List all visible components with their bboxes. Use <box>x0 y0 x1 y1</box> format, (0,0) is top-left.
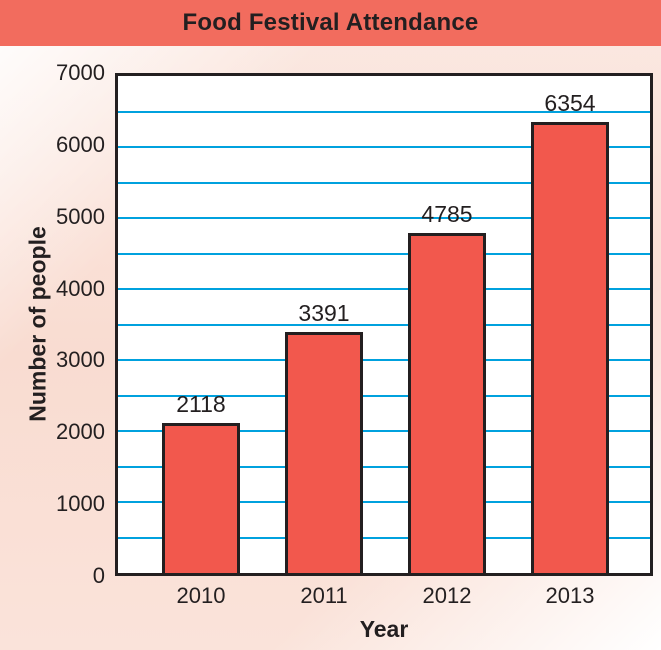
bar-2012 <box>408 233 486 573</box>
bar-2013 <box>531 121 609 573</box>
y-tick-label-3000: 3000 <box>56 347 105 373</box>
y-tick-label-1000: 1000 <box>56 491 105 517</box>
y-tick-label-6000: 6000 <box>56 131 105 157</box>
gridline-2000 <box>118 430 650 432</box>
y-axis-tick-labels: 0 1000 2000 3000 4000 5000 6000 7000 <box>0 61 105 588</box>
bar-2010 <box>162 422 240 573</box>
bar-value-label-2012: 4785 <box>421 201 473 228</box>
y-tick-label-5000: 5000 <box>56 203 105 229</box>
gridline-4000 <box>118 288 650 290</box>
x-tick-label-2013: 2013 <box>545 583 595 608</box>
y-tick-label-0: 0 <box>92 563 105 588</box>
gridline-3000 <box>118 359 650 361</box>
x-axis-tick-labels: 2010 2011 2012 2013 <box>115 583 653 609</box>
gridline-2500 <box>118 394 650 397</box>
x-axis-title: Year <box>359 616 409 642</box>
bar-value-label-2010: 2118 <box>176 390 226 417</box>
y-tick-label-2000: 2000 <box>56 419 105 445</box>
bar-value-label-2013: 6354 <box>544 89 596 116</box>
gridline-3500 <box>118 323 650 326</box>
gridline-1500 <box>118 465 650 468</box>
x-tick-label-2010: 2010 <box>176 583 226 608</box>
x-tick-label-2011: 2011 <box>300 583 348 608</box>
gridline-4500 <box>118 252 650 255</box>
gridline-1000 <box>118 501 650 503</box>
gridline-500 <box>118 536 650 539</box>
bar-value-label-2011: 3391 <box>298 300 350 327</box>
gridline-5500 <box>118 181 650 184</box>
plot-area: 2118 3391 4785 6354 <box>115 73 653 576</box>
chart-title-banner: Food Festival Attendance <box>0 0 661 46</box>
chart-title: Food Festival Attendance <box>182 9 479 36</box>
gridline-5000 <box>118 217 650 219</box>
gridline-6500 <box>118 110 650 113</box>
y-tick-label-4000: 4000 <box>56 275 105 301</box>
bar-2011 <box>285 332 363 573</box>
gridline-6000 <box>118 146 650 148</box>
y-tick-label-7000: 7000 <box>56 60 105 85</box>
x-tick-label-2012: 2012 <box>422 583 472 608</box>
